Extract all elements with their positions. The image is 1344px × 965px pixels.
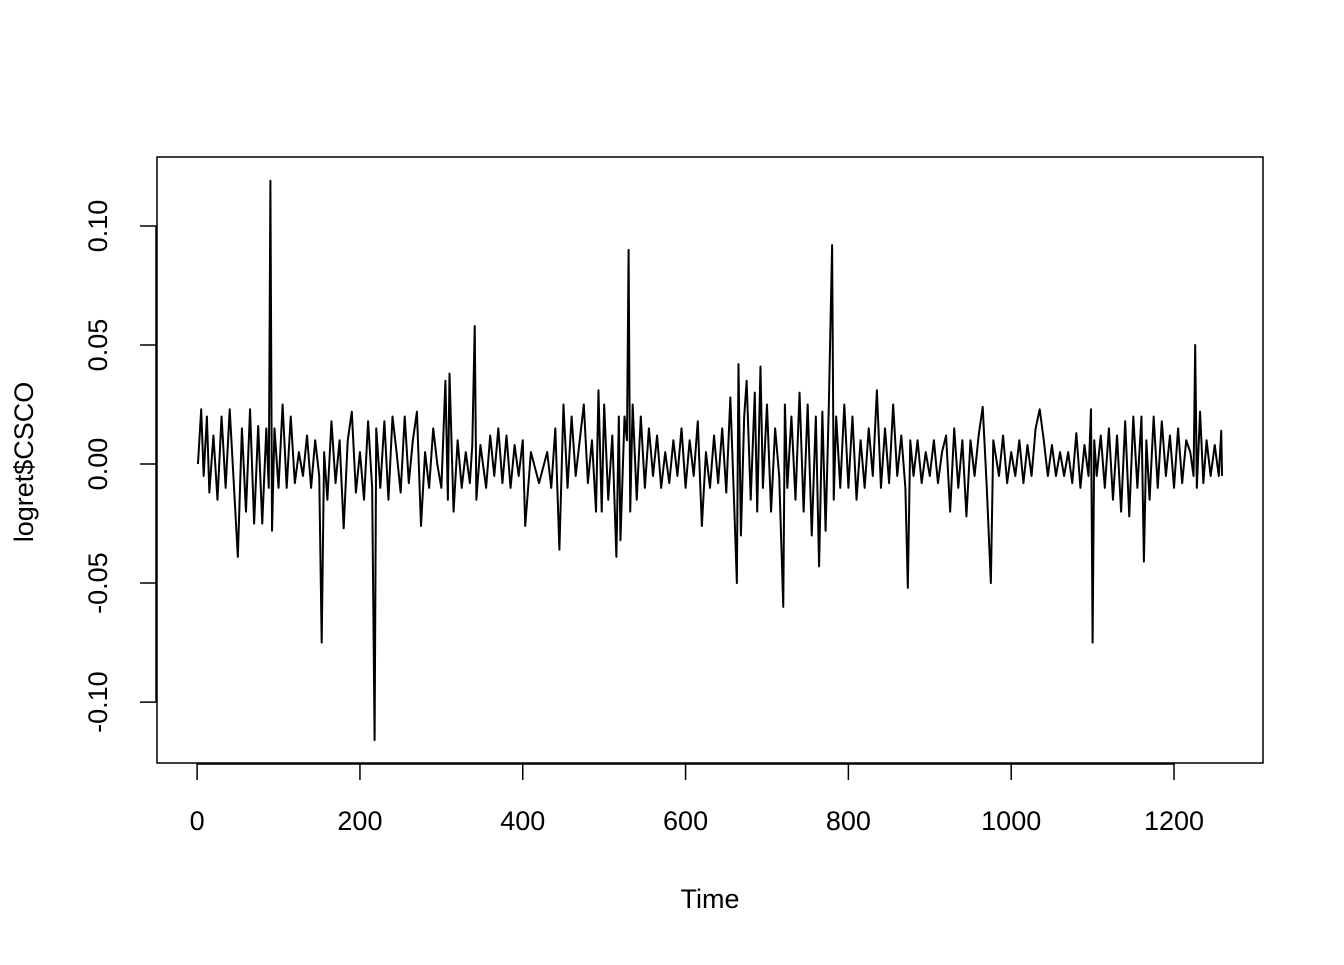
y-axis-label: logret$CSCO [9,382,39,543]
x-tick-label: 200 [337,806,382,836]
x-tick-label: 1000 [981,806,1041,836]
x-axis-label: Time [681,884,740,914]
x-tick-label: 400 [500,806,545,836]
series-line [196,179,1224,742]
x-tick-label: 0 [190,806,205,836]
x-tick-label: 1200 [1144,806,1204,836]
x-tick-label: 800 [826,806,871,836]
y-tick-label: 0.10 [83,200,113,253]
y-tick-label: 0.05 [83,319,113,372]
y-tick-label: 0.00 [83,438,113,491]
x-tick-label: 600 [663,806,708,836]
y-tick-label: -0.10 [83,671,113,733]
plot-box [156,156,1264,764]
y-tick-label: -0.05 [83,552,113,614]
